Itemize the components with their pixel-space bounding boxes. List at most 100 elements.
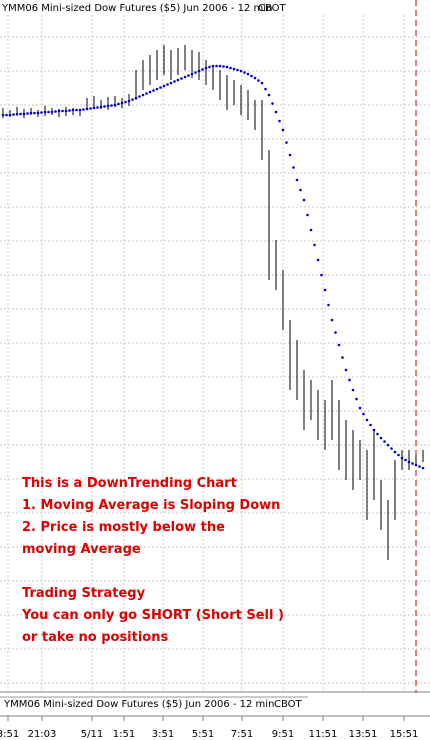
moving-average-dot [110,104,113,107]
moving-average-dot [407,460,411,464]
moving-average-dot [393,450,397,454]
moving-average-dot [369,423,372,427]
moving-average-dot [92,106,96,110]
moving-average-dot [351,388,355,392]
moving-average-dot [99,105,103,109]
moving-average-dot [1,113,5,117]
moving-average-dot [29,111,33,115]
moving-average-dot [309,228,313,232]
moving-average-dot [418,465,421,468]
title-bg [0,0,300,15]
moving-average-dot [106,104,110,108]
moving-average-dot [218,64,222,68]
moving-average-dot [267,93,271,97]
annotation: This is a DownTrending Chart [22,476,237,491]
moving-average-dot [148,90,152,94]
moving-average-dot [162,84,166,88]
moving-average-dot [173,80,176,83]
moving-average-dot [250,74,253,78]
moving-average-dot [54,110,57,113]
moving-average-dot [152,89,155,92]
moving-average-dot [320,273,323,277]
footer-title: YMM06 Mini-sized Dow Futures ($5) Jun 20… [3,699,274,710]
moving-average-dot [194,71,197,74]
moving-average-dot [348,378,351,382]
moving-average-dot [334,331,337,334]
moving-average-dot [313,243,316,247]
moving-average-dot [344,368,348,372]
moving-average-dot [50,110,54,114]
annotation: 1. Moving Average is Sloping Down [22,498,280,513]
moving-average-dot [299,188,302,192]
moving-average-dot [197,69,201,73]
moving-average-dot [89,107,92,110]
footer-exchange: CBOT [274,699,303,710]
moving-average-dot [288,153,292,157]
moving-average-dot [232,67,236,71]
moving-average-dot [222,65,225,68]
moving-average-dot [71,108,75,112]
annotation: 2. Price is mostly below the [22,520,225,535]
moving-average-dot [215,64,218,68]
moving-average-dot [253,76,257,80]
moving-average-dot [12,113,15,116]
moving-average-dot [355,397,358,401]
annotation: moving Average [22,542,141,557]
x-tick-label: 3:51 [152,729,174,740]
annotation: or take no positions [22,630,168,645]
x-tick-label: 13:51 [349,729,378,740]
moving-average-dot [292,166,295,169]
moving-average-dot [96,106,99,109]
moving-average-dot [414,463,418,467]
moving-average-dot [274,110,278,114]
moving-average-dot [337,343,341,347]
moving-average-dot [120,101,124,105]
annotation: You can only go SHORT (Short Sell ) [21,608,284,623]
moving-average-dot [323,288,327,292]
moving-average-dot [134,96,138,100]
moving-average-dot [211,64,215,68]
moving-average-dot [64,109,68,113]
moving-average-dot [68,109,71,112]
moving-average-dot [75,108,78,112]
x-tick-label: 11:51 [309,729,338,740]
moving-average-dot [43,110,47,114]
moving-average-dot [85,107,89,111]
moving-average-dot [302,198,306,202]
moving-average-dot [383,440,386,443]
x-tick-label: 15:51 [390,729,419,740]
moving-average-dot [138,95,141,98]
moving-average-dot [246,72,250,76]
moving-average-dot [404,458,407,462]
moving-average-dot [131,98,134,101]
moving-average-dot [316,258,320,262]
moving-average-dot [15,112,19,116]
moving-average-dot [155,87,159,91]
moving-average-dot [229,66,232,70]
annotations: This is a DownTrending Chart 1. Moving Av… [21,476,284,645]
plot [1,45,425,560]
moving-average-dot [141,93,145,97]
moving-average-dot [341,356,344,359]
x-tick-label: 3:51 [0,729,19,740]
x-tick-label: 21:03 [28,729,57,740]
moving-average-dot [19,112,22,116]
moving-average-dot [5,113,8,117]
moving-average-dot [295,178,299,182]
moving-average-dot [204,66,208,70]
moving-average-dot [33,111,36,115]
moving-average-dot [82,108,85,111]
moving-average-dot [372,428,376,432]
moving-average-dot [239,69,243,73]
moving-average-dot [117,102,120,106]
x-axis: 3:51 21:03 5/11 1:51 3:51 5:51 7:51 9:51 11:51 13… [0,716,418,740]
moving-average-dot [397,453,400,457]
moving-average-dot [78,108,82,112]
moving-average-dot [278,119,281,123]
x-tick-label: 1:51 [113,729,135,740]
moving-average-dot [61,109,64,113]
moving-average-dot [365,418,369,422]
